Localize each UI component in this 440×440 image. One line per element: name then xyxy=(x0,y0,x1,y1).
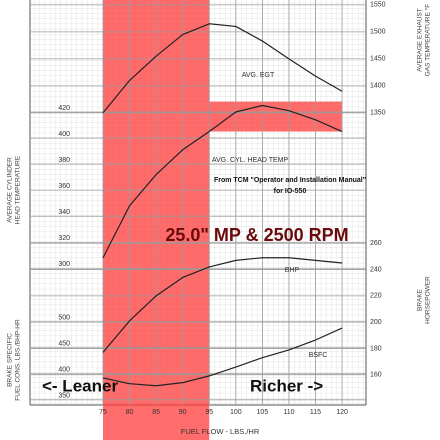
annotation: for IO-550 xyxy=(274,188,307,195)
x-tick-label: 120 xyxy=(336,409,348,416)
y-tick-label: 420 xyxy=(58,105,70,112)
annotation: <- Leaner xyxy=(42,376,118,395)
y-tick-label: 340 xyxy=(58,209,70,216)
axis-title: BRAKE xyxy=(417,288,424,311)
x-tick-label: 105 xyxy=(257,409,269,416)
axis-title: BRAKE SPECIFIC xyxy=(7,333,14,387)
x-tick-label: 90 xyxy=(179,409,187,416)
x-tick-label: 100 xyxy=(230,409,242,416)
series-label: BHP xyxy=(285,267,300,274)
axis-title: FUEL CONS. LBS./BHP-HR xyxy=(15,319,22,401)
series-label: AVG. EGT xyxy=(242,72,275,79)
y-tick-label: 350 xyxy=(58,393,70,400)
x-tick-label: 85 xyxy=(152,409,160,416)
y-tick-label: 400 xyxy=(58,367,70,374)
x-tick-label: 80 xyxy=(126,409,134,416)
y2-tick-label: 1450 xyxy=(370,56,386,63)
series-line xyxy=(102,23,343,114)
annotation: From TCM "Operator and Installation Manu… xyxy=(214,177,366,184)
x-tick-label: 95 xyxy=(205,409,213,416)
y2-tick-label: 1500 xyxy=(370,29,386,36)
y-tick-label: 400 xyxy=(58,131,70,138)
x-tick-label: 110 xyxy=(283,409,294,416)
x-axis-title: FUEL FLOW - LBS./HR xyxy=(181,427,260,436)
annotation: 25.0" MP & 2500 RPM xyxy=(165,225,348,245)
y-tick-label: 360 xyxy=(58,183,70,190)
x-tick-label: 75 xyxy=(99,409,107,416)
series-line xyxy=(102,257,343,353)
y2-tick-label: 1550 xyxy=(370,2,386,9)
y2-tick-label: 160 xyxy=(370,372,382,379)
axis-title: HORSEPOWER xyxy=(425,276,432,324)
axis-title: AVERAGE CYLINDER xyxy=(7,157,14,223)
axis-title: GAS TEMPERATURE °F xyxy=(424,4,432,76)
y2-tick-label: 1400 xyxy=(370,83,386,90)
series-label: BSFC xyxy=(309,352,328,359)
axis-title: AVERAGE EXHAUST xyxy=(417,8,424,71)
series-line xyxy=(102,327,343,387)
cht-shade xyxy=(209,101,343,132)
annotation: Richer -> xyxy=(250,376,323,395)
y2-tick-label: 200 xyxy=(370,319,382,326)
y2-tick-label: 260 xyxy=(370,240,382,247)
y-tick-label: 320 xyxy=(58,235,70,242)
y-tick-label: 500 xyxy=(58,315,70,322)
y2-tick-label: 1350 xyxy=(370,110,386,117)
y-tick-label: 450 xyxy=(58,341,70,348)
y2-tick-label: 180 xyxy=(370,345,382,352)
x-tick-label: 115 xyxy=(310,409,321,416)
y2-tick-label: 220 xyxy=(370,293,382,300)
y-tick-label: 300 xyxy=(58,261,70,268)
y-tick-label: 380 xyxy=(58,157,70,164)
axis-title: HEAD TEMPERATURE xyxy=(15,155,22,224)
series-label: AVG. CYL. HEAD TEMP xyxy=(212,157,289,164)
series-line xyxy=(102,104,343,259)
y2-tick-label: 240 xyxy=(370,266,382,273)
